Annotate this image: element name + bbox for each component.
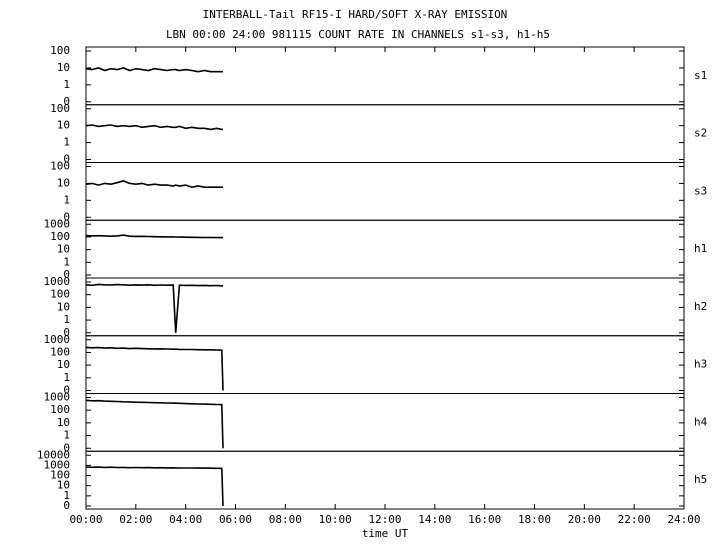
panel-frame — [85, 393, 685, 452]
x-axis-label: time UT — [362, 527, 409, 540]
y-tick-label: 1 — [63, 371, 70, 384]
series-line — [85, 399, 224, 449]
y-tick-label: 1 — [63, 255, 70, 268]
x-tick-label: 10:00 — [319, 513, 352, 526]
y-tick-label: 1 — [63, 489, 70, 502]
panel-frame — [85, 219, 685, 279]
y-tick-label: 10000 — [37, 448, 70, 461]
y-tick-label: 10 — [57, 416, 70, 429]
panel-label: s2 — [694, 127, 707, 140]
y-tick-label: 100 — [50, 44, 70, 57]
x-tick-label: 16:00 — [468, 513, 501, 526]
panel-frame — [85, 162, 685, 221]
series-line — [85, 283, 223, 333]
y-tick-label: 10 — [57, 358, 70, 371]
x-tick-label: 06:00 — [219, 513, 252, 526]
x-tick-label: 18:00 — [518, 513, 551, 526]
y-tick-label: 1000 — [44, 217, 71, 230]
x-tick-label: 02:00 — [119, 513, 152, 526]
chart-title: INTERBALL-Tail RF15-I HARD/SOFT X-RAY EM… — [203, 8, 508, 21]
panel-label: s3 — [694, 184, 707, 197]
panel-label: s1 — [694, 69, 707, 82]
series-line — [85, 346, 224, 391]
x-tick-label: 00:00 — [69, 513, 102, 526]
y-tick-label: 1 — [63, 193, 70, 206]
y-tick-label: 0 — [63, 210, 70, 223]
x-tick-label: 20:00 — [568, 513, 601, 526]
y-tick-label: 1000 — [44, 333, 71, 346]
y-tick-label: 0 — [63, 153, 70, 166]
y-tick-label: 1000 — [44, 391, 71, 404]
series-line — [85, 234, 223, 239]
y-tick-label: 10 — [57, 243, 70, 256]
y-tick-label: 100 — [50, 469, 70, 482]
y-tick-label: 1 — [63, 78, 70, 91]
panel-label: h5 — [694, 473, 707, 486]
panel-label: h4 — [694, 415, 708, 428]
panel-frame — [85, 104, 685, 163]
x-tick-label: 04:00 — [169, 513, 202, 526]
y-tick-label: 0 — [63, 95, 70, 108]
y-tick-label: 1 — [63, 313, 70, 326]
y-tick-label: 0 — [63, 326, 70, 339]
x-tick-label: 22:00 — [618, 513, 651, 526]
panel-label: h1 — [694, 242, 707, 255]
x-tick-label: 08:00 — [269, 513, 302, 526]
y-tick-label: 100 — [50, 403, 70, 416]
chart-subtitle: LBN 00:00 24:00 981115 COUNT RATE IN CHA… — [166, 28, 550, 41]
y-tick-label: 1000 — [44, 275, 71, 288]
series-line — [85, 466, 224, 507]
y-tick-label: 0 — [63, 384, 70, 397]
y-tick-label: 1000 — [44, 458, 71, 471]
y-tick-label: 1 — [63, 429, 70, 442]
y-tick-label: 100 — [50, 160, 70, 173]
y-tick-label: 0 — [63, 499, 70, 512]
y-tick-label: 10 — [57, 61, 70, 74]
panel-label: h3 — [694, 358, 707, 371]
panel-frame — [85, 335, 685, 394]
y-tick-label: 100 — [50, 102, 70, 115]
y-tick-label: 0 — [63, 268, 70, 281]
y-tick-label: 1 — [63, 136, 70, 149]
series-line — [85, 180, 223, 189]
x-tick-label: 14:00 — [418, 513, 451, 526]
x-tick-label: 12:00 — [368, 513, 401, 526]
y-tick-label: 10 — [57, 300, 70, 313]
y-tick-label: 10 — [57, 479, 70, 492]
series-line — [85, 67, 223, 73]
panel-frame — [85, 46, 685, 106]
y-tick-label: 10 — [57, 119, 70, 132]
y-tick-label: 100 — [50, 230, 70, 243]
x-tick-label: 24:00 — [667, 513, 700, 526]
y-tick-label: 0 — [63, 441, 70, 454]
panel-label: h2 — [694, 300, 707, 313]
panel-frame — [85, 450, 685, 510]
y-tick-label: 100 — [50, 288, 70, 301]
series-line — [85, 124, 223, 131]
y-tick-label: 100 — [50, 345, 70, 358]
y-tick-label: 10 — [57, 176, 70, 189]
